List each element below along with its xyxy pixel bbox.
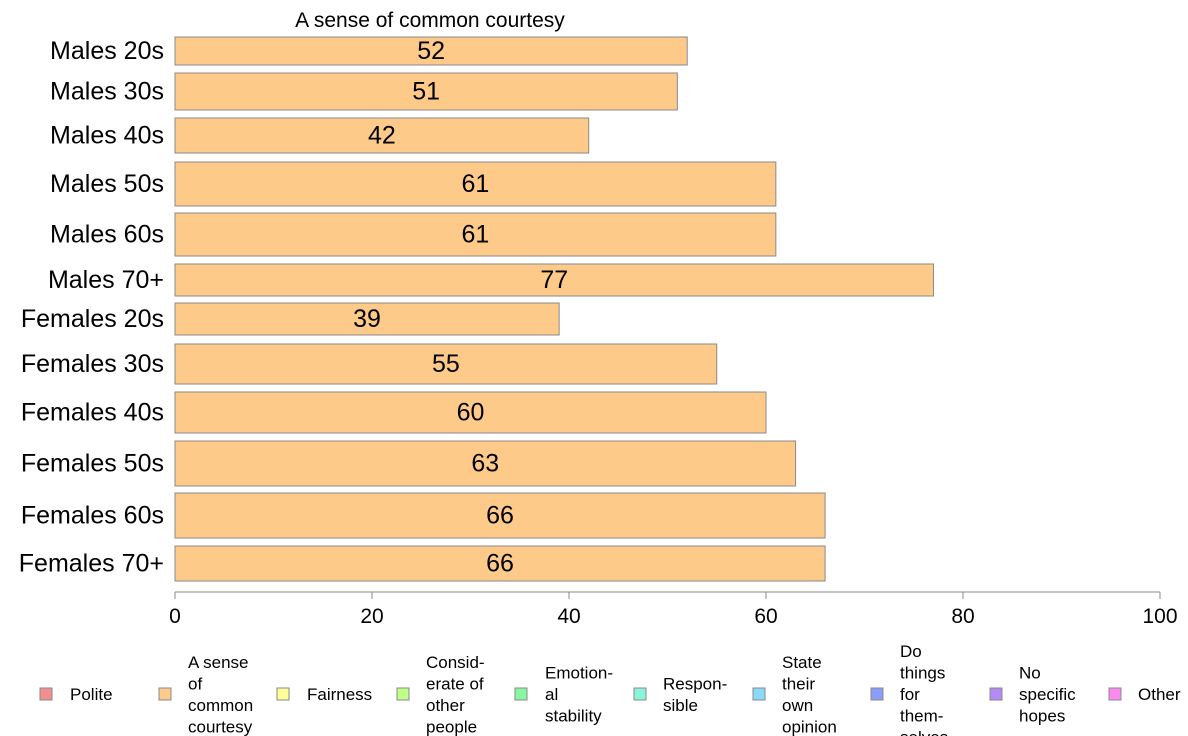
legend: Polite A sense of common courtesy Fairness Con… <box>39 642 1181 736</box>
bar-11 <box>174 545 826 582</box>
bar-2 <box>174 117 590 154</box>
legend-label-6: State their own opinion <box>782 653 837 736</box>
data-label-6: 39 <box>353 305 381 333</box>
bar-4 <box>174 212 777 257</box>
category-label-10: Females 60s <box>21 502 164 530</box>
legend-label-8: No specific hopes <box>1019 664 1076 726</box>
legend-swatch-5 <box>633 687 647 701</box>
legend-swatch-9 <box>1108 687 1122 701</box>
data-label-1: 51 <box>412 78 440 106</box>
x-tick-label-1: 20 <box>360 605 383 628</box>
legend-label-1: A sense of common courtesy <box>188 653 253 736</box>
data-label-3: 61 <box>462 170 490 198</box>
legend-swatch-2 <box>276 687 290 701</box>
bar-6 <box>174 302 560 336</box>
x-tick-label-4: 80 <box>951 605 974 628</box>
legend-swatch-0 <box>39 687 53 701</box>
x-tick-label-0: 0 <box>169 605 181 628</box>
legend-swatch-1 <box>158 687 172 701</box>
x-axis: 0 20 40 60 80 100 <box>169 591 1178 628</box>
legend-label-5: Respon-sible <box>663 674 727 715</box>
bar-5 <box>174 263 934 297</box>
data-label-10: 66 <box>486 502 514 530</box>
legend-label-2: Fairness <box>307 685 372 704</box>
data-label-5: 77 <box>540 266 568 294</box>
category-label-4: Males 60s <box>50 221 164 249</box>
data-label-9: 63 <box>471 450 499 478</box>
x-tick-label-3: 60 <box>754 605 777 628</box>
category-label-8: Females 40s <box>21 399 164 427</box>
legend-swatch-4 <box>514 687 528 701</box>
data-label-0: 52 <box>417 37 445 65</box>
legend-label-4: Emotion-al stability <box>545 664 613 726</box>
legend-label-3: Consid-erate of other people <box>426 653 485 736</box>
bar-0 <box>174 36 688 66</box>
category-label-3: Males 50s <box>50 170 164 198</box>
category-label-1: Males 30s <box>50 78 164 106</box>
bar-8 <box>174 391 767 434</box>
bar-10 <box>174 492 826 539</box>
x-tick-label-5: 100 <box>1142 605 1177 628</box>
bar-1 <box>174 72 678 111</box>
bar-3 <box>174 161 777 207</box>
data-label-2: 42 <box>368 122 396 150</box>
bars-group: Males 20s 52 Males 30s 51 Males 40s 42 Males 5… <box>19 36 934 582</box>
legend-label-0: Polite <box>70 685 113 704</box>
data-label-7: 55 <box>432 350 460 378</box>
category-label-11: Females 70+ <box>19 550 164 578</box>
category-label-5: Males 70+ <box>48 266 164 294</box>
legend-swatch-8 <box>989 687 1003 701</box>
category-label-0: Males 20s <box>50 37 164 65</box>
chart-title: A sense of common courtesy <box>295 9 565 32</box>
category-label-9: Females 50s <box>21 450 164 478</box>
data-label-4: 61 <box>462 221 490 249</box>
category-label-7: Females 30s <box>21 350 164 378</box>
data-label-8: 60 <box>457 399 485 427</box>
legend-swatch-6 <box>752 687 766 701</box>
category-label-2: Males 40s <box>50 122 164 150</box>
legend-swatch-3 <box>396 687 410 701</box>
x-tick-label-2: 40 <box>557 605 580 628</box>
legend-swatch-7 <box>870 687 884 701</box>
data-label-11: 66 <box>486 550 514 578</box>
legend-label-9: Other <box>1138 685 1181 704</box>
bar-7 <box>174 343 718 385</box>
bar-9 <box>174 440 797 487</box>
category-label-6: Females 20s <box>21 305 164 333</box>
